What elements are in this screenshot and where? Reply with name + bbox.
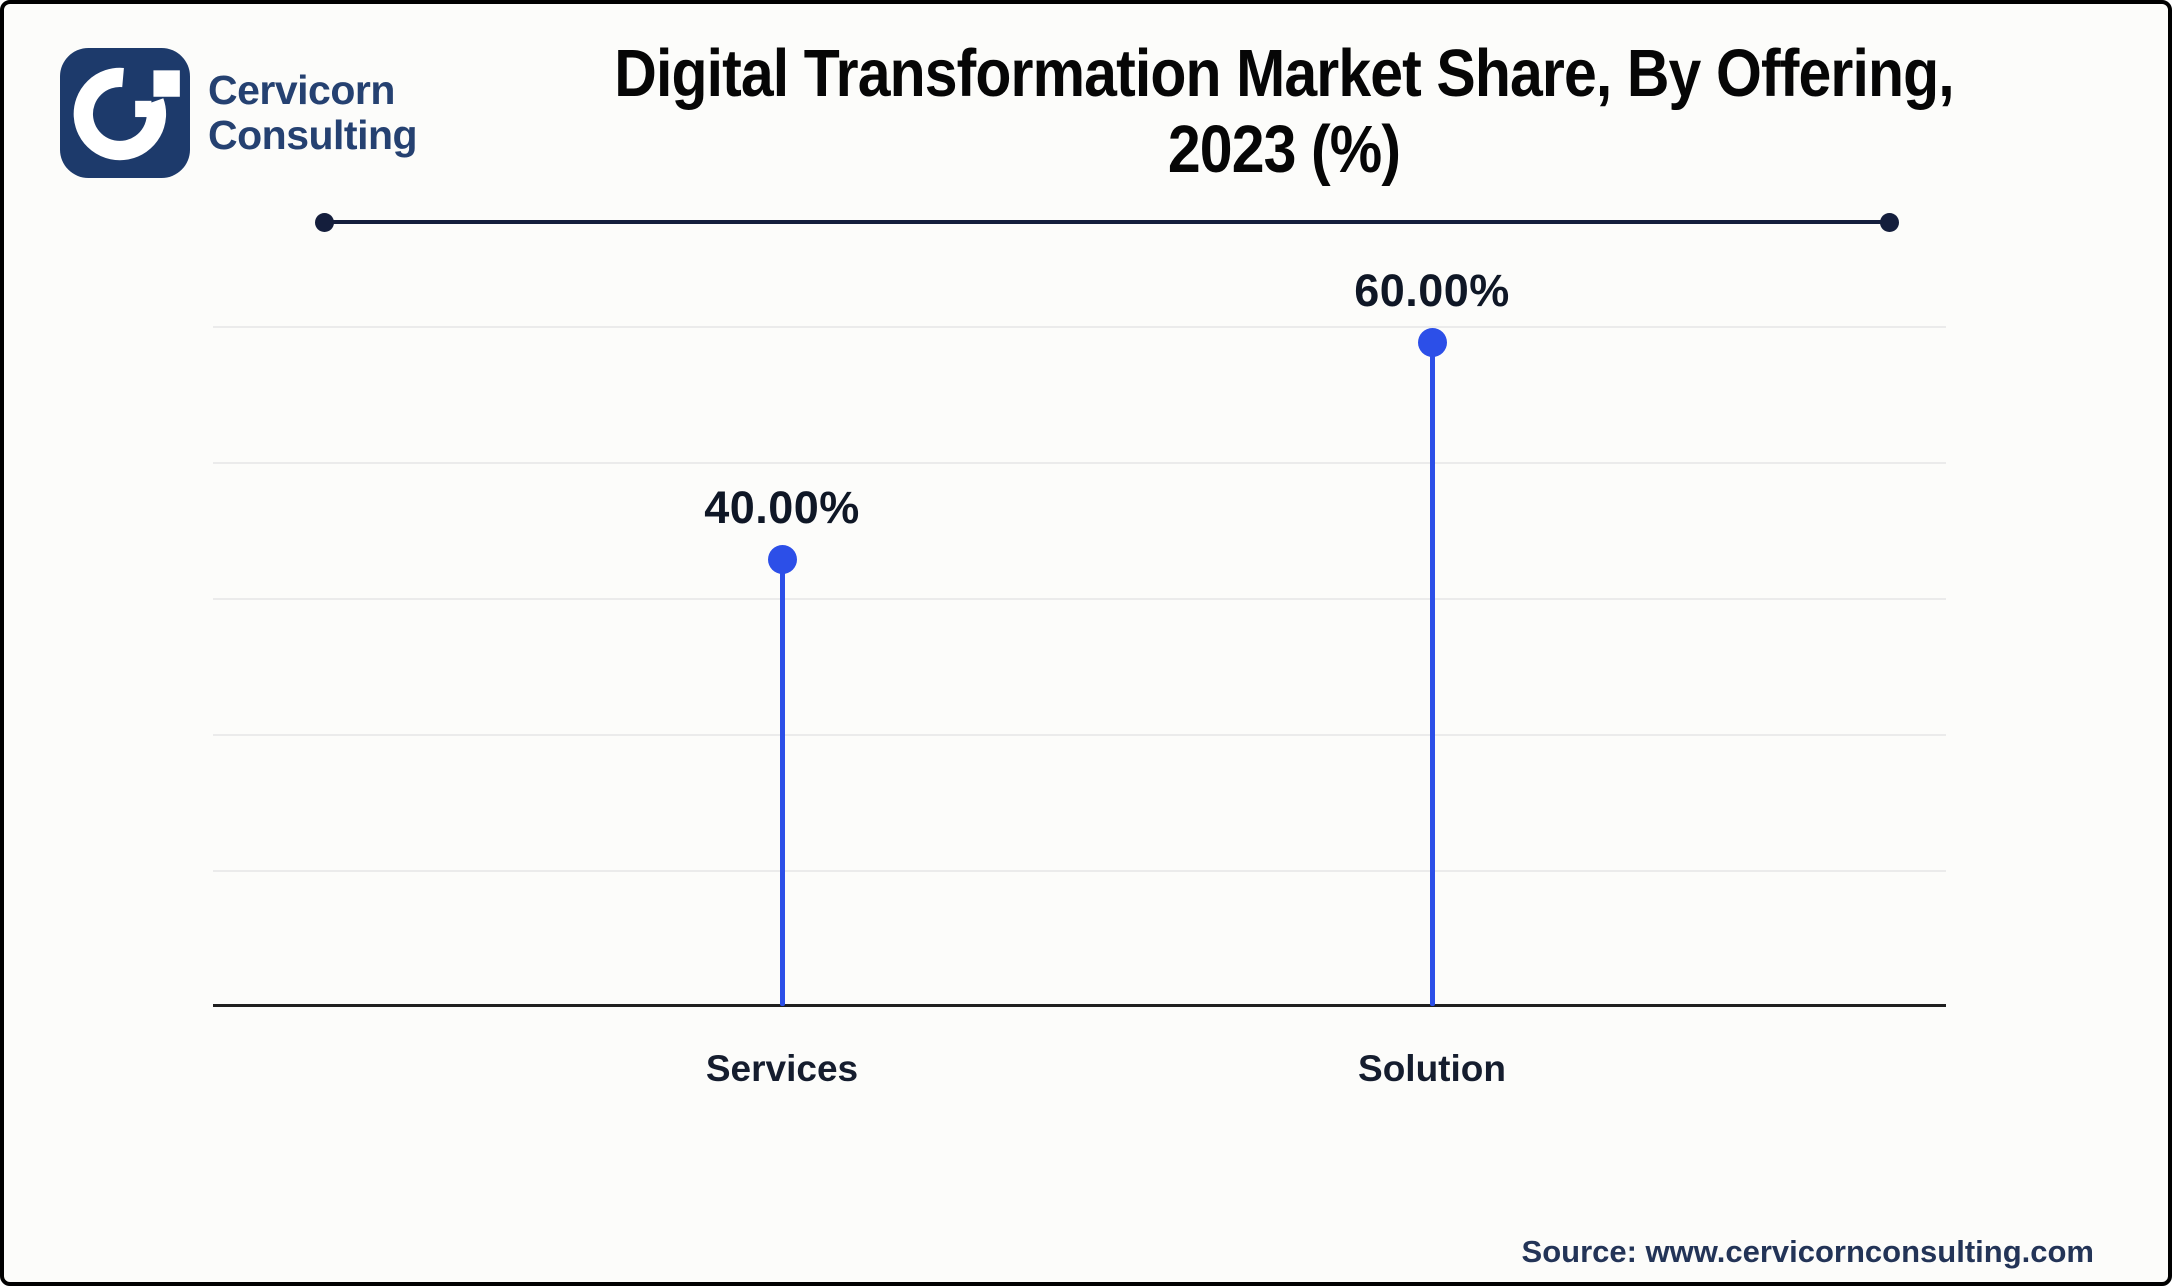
cervicorn-logo-icon xyxy=(60,48,190,178)
lollipop-marker-services xyxy=(768,545,797,574)
brand-name-line1: Cervicorn xyxy=(208,67,395,113)
x-axis-label-solution: Solution xyxy=(1358,1048,1506,1089)
x-axis-line xyxy=(213,1004,1946,1007)
brand-name: Cervicorn Consulting xyxy=(208,67,418,158)
lollipop-stem-solution xyxy=(1430,342,1435,1006)
data-label-solution: 60.00% xyxy=(1354,265,1510,316)
lollipop-stem-services xyxy=(780,559,785,1006)
gridline-2 xyxy=(213,462,1946,464)
lollipop-marker-solution xyxy=(1418,328,1447,357)
gridline-5 xyxy=(213,870,1946,872)
data-label-services: 40.00% xyxy=(704,482,860,533)
chart-title-line2: 2023 (%) xyxy=(1167,112,1401,187)
brand-logo: Cervicorn Consulting xyxy=(60,48,418,178)
source-attribution: Source: www.cervicornconsulting.com xyxy=(1521,1234,2094,1269)
divider-right-dot xyxy=(1880,213,1899,232)
gridline-3 xyxy=(213,598,1946,600)
brand-name-line2: Consulting xyxy=(208,112,418,158)
chart-title: Digital Transformation Market Share, By … xyxy=(444,36,2124,188)
x-axis-label-services: Services xyxy=(705,1048,859,1089)
gridline-1 xyxy=(213,326,1946,328)
divider-left-dot xyxy=(315,213,334,232)
gridline-4 xyxy=(213,734,1946,736)
chart-title-line1: Digital Transformation Market Share, By … xyxy=(614,36,1954,111)
title-divider-line xyxy=(324,220,1890,224)
